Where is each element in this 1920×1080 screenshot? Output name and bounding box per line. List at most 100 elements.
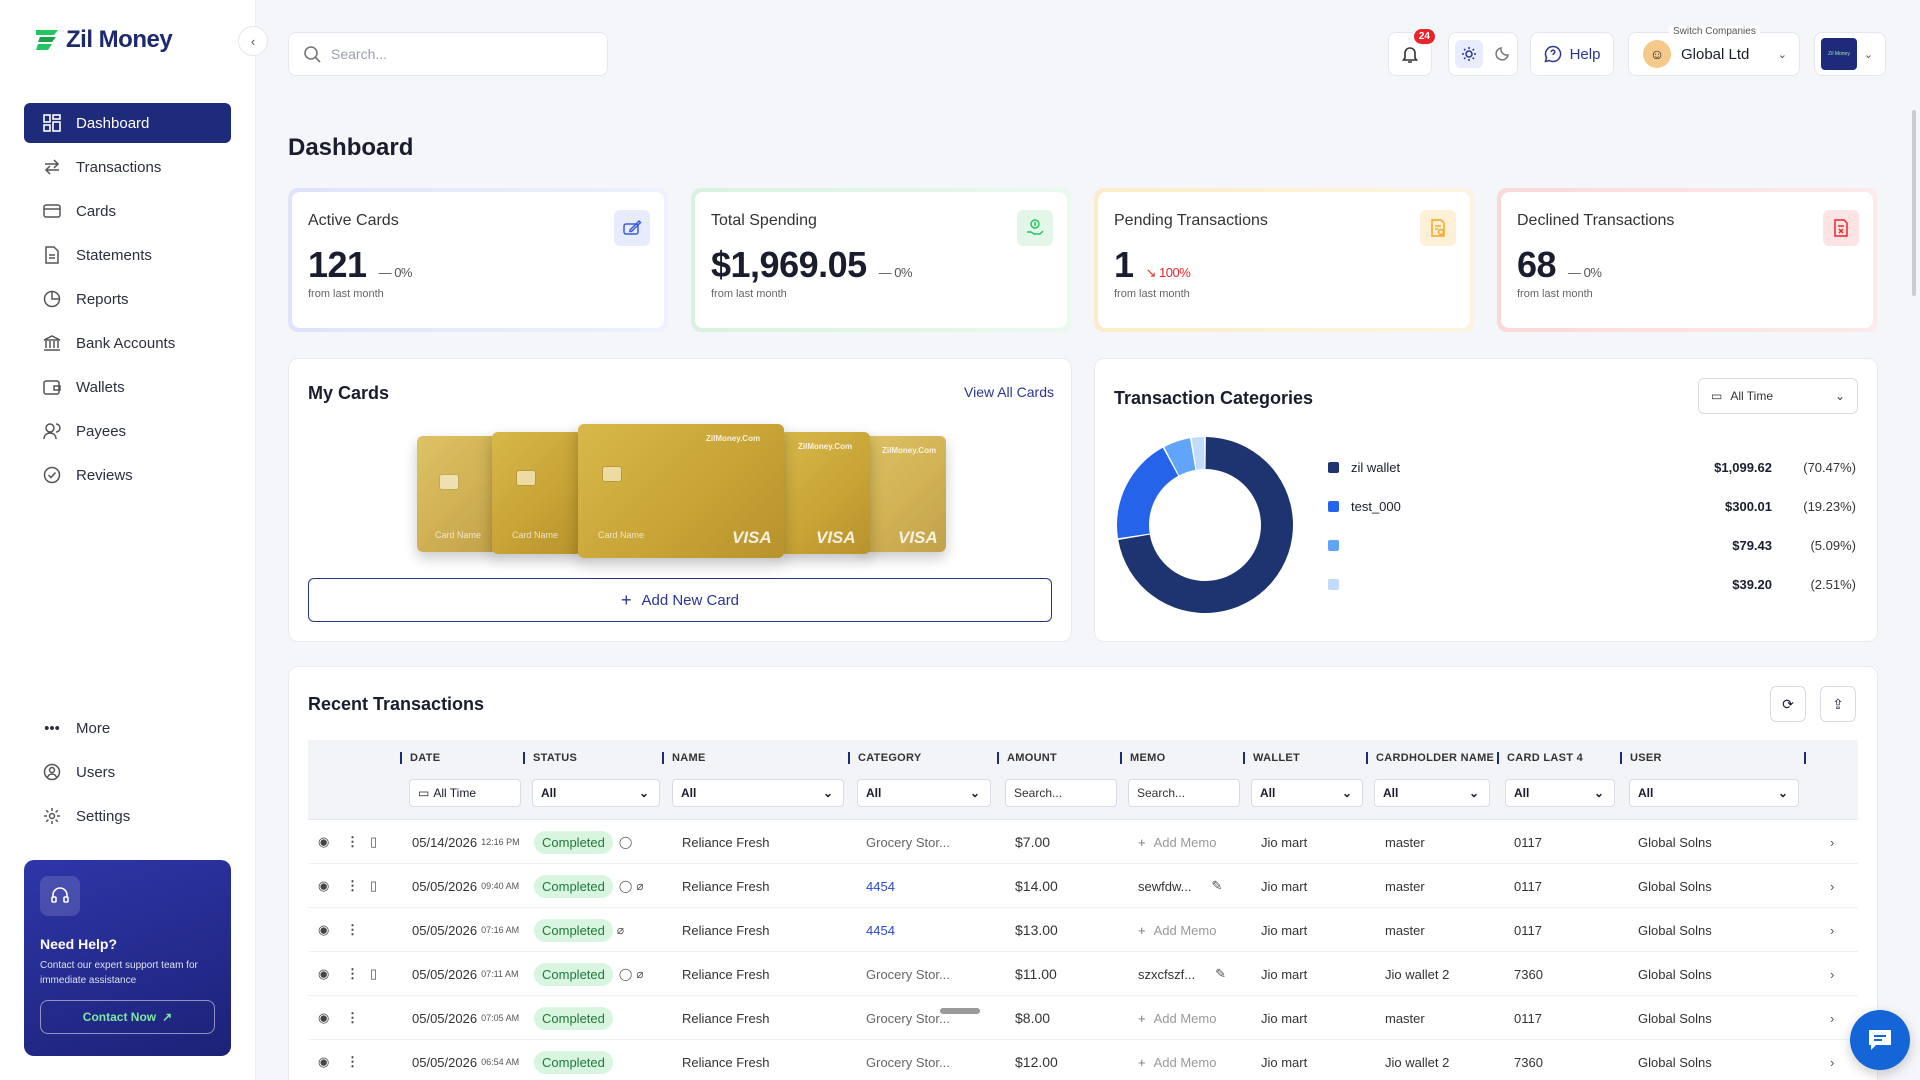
attachment-icon[interactable]: ⌀ [636,967,644,981]
search-input[interactable] [331,46,581,62]
eye-icon[interactable]: ◉ [318,1010,330,1025]
categories-time-filter[interactable]: ▭ All Time ⌄ [1698,378,1858,414]
eye-icon[interactable]: ◉ [318,966,330,981]
scroll-handle[interactable] [940,1008,980,1014]
chevron-right-icon[interactable]: › [1830,878,1835,894]
category-filter[interactable]: All ⌄ [857,779,991,807]
view-all-cards-link[interactable]: View All Cards [964,384,1055,400]
table-row[interactable]: ◉ ⋮ 05/05/2026 06:54 AM Completed Reliance Fr… [308,1040,1858,1080]
comment-icon[interactable]: ◯ [618,879,633,893]
wallet-filter[interactable]: All ⌄ [1251,779,1363,807]
donut-slice[interactable] [1118,437,1293,613]
chevron-right-icon[interactable]: › [1830,1054,1835,1070]
column-header-amount[interactable]: AMOUNT [997,752,1057,764]
table-row[interactable]: ◉ ⋮ 05/05/2026 07:16 AM Completed ⌀ Reliance F… [308,908,1858,952]
edit-icon[interactable]: ✎ [1215,966,1226,981]
column-header-user[interactable]: USER [1620,752,1662,764]
column-header-memo[interactable]: MEMO [1120,752,1165,764]
sun-icon[interactable] [1455,40,1483,68]
page-scrollbar[interactable] [1912,110,1916,296]
contact-now-button[interactable]: Contact Now ↗ [40,1000,215,1034]
more-vertical-icon[interactable]: ⋮ [346,922,359,937]
receipt-icon[interactable]: ▯ [370,878,378,893]
sidebar-item-wallets[interactable]: Wallets [24,367,231,407]
chevron-right-icon[interactable]: › [1830,922,1835,938]
sidebar-item-reports[interactable]: Reports [24,279,231,319]
column-header-name[interactable]: NAME [662,752,706,764]
sidebar-item-transactions[interactable]: Transactions [24,147,231,187]
sidebar-item-users[interactable]: Users [24,752,231,792]
column-header-date[interactable]: DATE [400,752,440,764]
table-row[interactable]: ◉ ⋮ 05/05/2026 07:05 AM Completed Reliance Fr… [308,996,1858,1040]
collapse-sidebar-button[interactable]: ‹ [238,26,268,56]
refresh-button[interactable]: ⟳ [1770,686,1806,722]
table-row[interactable]: ◉ ⋮ ▯ 05/05/2026 09:40 AM Completed ◯ ⌀ Reliance… [308,864,1858,908]
card-last4-filter[interactable]: All ⌄ [1505,779,1615,807]
sidebar-item-bank-accounts[interactable]: Bank Accounts [24,323,231,363]
comment-icon[interactable]: ◯ [618,967,633,981]
card-thumbnail[interactable]: Card Name [492,432,582,554]
add-new-card-button[interactable]: + Add New Card [308,578,1052,622]
eye-icon[interactable]: ◉ [318,922,330,937]
theme-toggle[interactable] [1448,32,1518,76]
comment-icon[interactable]: ◯ [618,835,633,849]
more-vertical-icon[interactable]: ⋮ [346,878,359,893]
edit-icon[interactable]: ✎ [1211,878,1223,893]
category-cell[interactable]: 4454 [866,878,895,894]
help-button[interactable]: Help [1530,32,1614,76]
notifications-button[interactable]: 24 [1388,27,1437,76]
status-filter[interactable]: All ⌄ [532,779,660,807]
more-vertical-icon[interactable]: ⋮ [346,1010,359,1025]
sidebar-item-dashboard[interactable]: Dashboard [24,103,231,143]
attachment-icon[interactable]: ⌀ [616,923,625,937]
column-header-category[interactable]: CATEGORY [848,752,922,764]
name-filter[interactable]: All ⌄ [672,779,844,807]
card-thumbnail[interactable]: ZilMoney.Com VISA [862,436,946,552]
column-header-wallet[interactable]: WALLET [1243,752,1300,764]
receipt-icon[interactable]: ▯ [370,834,378,849]
chat-widget-button[interactable] [1850,1010,1910,1070]
amount-search-input[interactable]: Search... [1005,779,1117,807]
export-button[interactable]: ⇪ [1820,686,1856,722]
column-header-cardholder[interactable]: CARDHOLDER NAME [1366,752,1494,764]
more-vertical-icon[interactable]: ⋮ [346,1054,359,1069]
company-switcher[interactable]: Switch Companies ☺ Global Ltd ⌄ [1628,26,1800,76]
column-header-card-last4[interactable]: CARD LAST 4 [1497,752,1583,764]
sidebar-item-more[interactable]: ••• More [24,708,231,748]
donut-slice[interactable] [1117,447,1179,539]
sidebar-item-cards[interactable]: Cards [24,191,231,231]
account-menu-button[interactable]: Zil Money ⌄ [1814,32,1886,76]
category-cell[interactable]: 4454 [866,922,895,938]
more-vertical-icon[interactable]: ⋮ [346,966,359,981]
cardholder-filter[interactable]: All ⌄ [1374,779,1490,807]
sidebar-item-statements[interactable]: Statements [24,235,231,275]
add-memo-link[interactable]: Add Memo [1153,922,1217,938]
moon-icon[interactable] [1495,45,1511,64]
card-thumbnail[interactable]: Card Name [417,436,497,552]
more-vertical-icon[interactable]: ⋮ [346,834,359,849]
eye-icon[interactable]: ◉ [318,834,330,849]
sidebar-item-payees[interactable]: Payees [24,411,231,451]
add-memo-link[interactable]: Add Memo [1153,1010,1217,1026]
memo-search-input[interactable]: Search... [1128,779,1240,807]
attachment-icon[interactable]: ⌀ [636,879,644,893]
date-filter[interactable]: ▭ All Time [409,779,521,807]
eye-icon[interactable]: ◉ [318,878,330,893]
chevron-right-icon[interactable]: › [1830,834,1835,850]
donut-slice[interactable] [1164,438,1196,476]
sidebar-item-reviews[interactable]: Reviews [24,455,231,495]
table-row[interactable]: ◉ ⋮ ▯ 05/14/2026 12:16 PM Completed ◯ Reliance … [308,820,1858,864]
add-memo-link[interactable]: Add Memo [1153,834,1217,850]
chevron-right-icon[interactable]: › [1830,1010,1835,1026]
donut-slice[interactable] [1191,437,1205,470]
sidebar-item-settings[interactable]: Settings [24,796,231,836]
table-row[interactable]: ◉ ⋮ ▯ 05/05/2026 07:11 AM Completed ◯ ⌀ Reliance… [308,952,1858,996]
card-featured[interactable]: ZilMoney.Com Card Name VISA [578,424,784,558]
user-filter[interactable]: All ⌄ [1629,779,1799,807]
logo[interactable]: Zil Money [34,26,173,54]
chevron-right-icon[interactable]: › [1830,966,1835,982]
add-memo-link[interactable]: Add Memo [1153,1054,1217,1070]
card-thumbnail[interactable]: ZilMoney.Com VISA [780,432,870,554]
receipt-icon[interactable]: ▯ [370,966,378,981]
eye-icon[interactable]: ◉ [318,1054,330,1069]
